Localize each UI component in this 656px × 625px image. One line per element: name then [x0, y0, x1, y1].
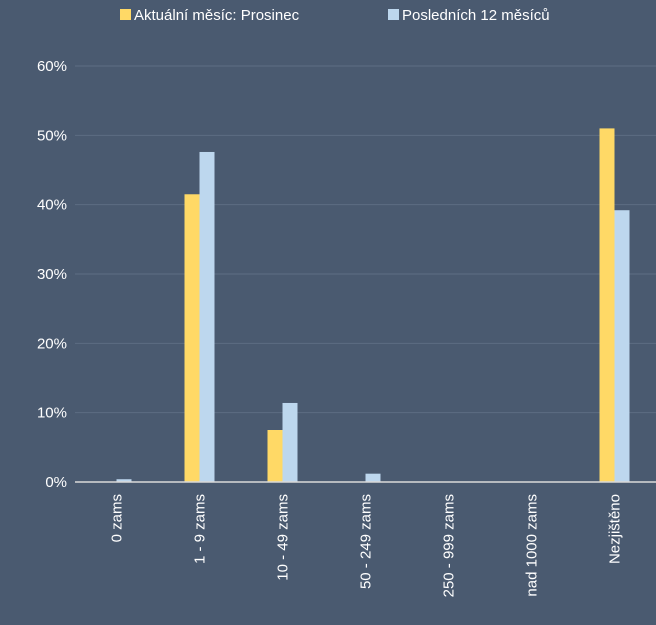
y-tick-label: 50%: [37, 127, 67, 144]
bar-2-1: [116, 479, 132, 482]
x-tick-label: 1 - 9 zams: [192, 494, 209, 564]
bar-1-3: [267, 430, 283, 482]
legend: Aktuální měsíc: Prosinec Posledních 12 mě…: [120, 7, 550, 24]
x-tick-label: 0 zams: [109, 494, 126, 542]
y-tick-label: 30%: [37, 266, 67, 283]
bars: [116, 128, 630, 483]
y-tick-label: 60%: [37, 58, 67, 75]
bar-2-4: [365, 473, 381, 482]
x-tick-label: Nezjištěno: [607, 494, 624, 564]
gridlines: [75, 65, 656, 414]
legend-swatch-2: [388, 9, 399, 20]
bar-2-3: [282, 402, 298, 482]
bar-1-7: [599, 128, 615, 482]
bar-1-2: [184, 194, 200, 482]
y-tick-label: 0%: [45, 474, 67, 491]
x-tick-label: nad 1000 zams: [524, 494, 541, 597]
y-tick-label: 40%: [37, 197, 67, 214]
y-axis-ticks: 0% 10% 20% 30% 40% 50% 60%: [37, 58, 67, 491]
legend-label-1: Aktuální měsíc: Prosinec: [134, 7, 300, 24]
bar-2-2: [199, 151, 215, 482]
x-tick-label: 10 - 49 zams: [275, 494, 292, 581]
y-tick-label: 20%: [37, 335, 67, 352]
x-tick-label: 250 - 999 zams: [441, 494, 458, 597]
y-tick-label: 10%: [37, 405, 67, 422]
legend-swatch-1: [120, 9, 131, 20]
x-axis-categories: 0 zams 1 - 9 zams 10 - 49 zams 50 - 249 zam…: [109, 494, 624, 597]
bar-2-7: [614, 210, 630, 483]
x-tick-label: 50 - 249 zams: [358, 494, 375, 589]
legend-label-2: Posledních 12 měsíců: [402, 7, 550, 24]
